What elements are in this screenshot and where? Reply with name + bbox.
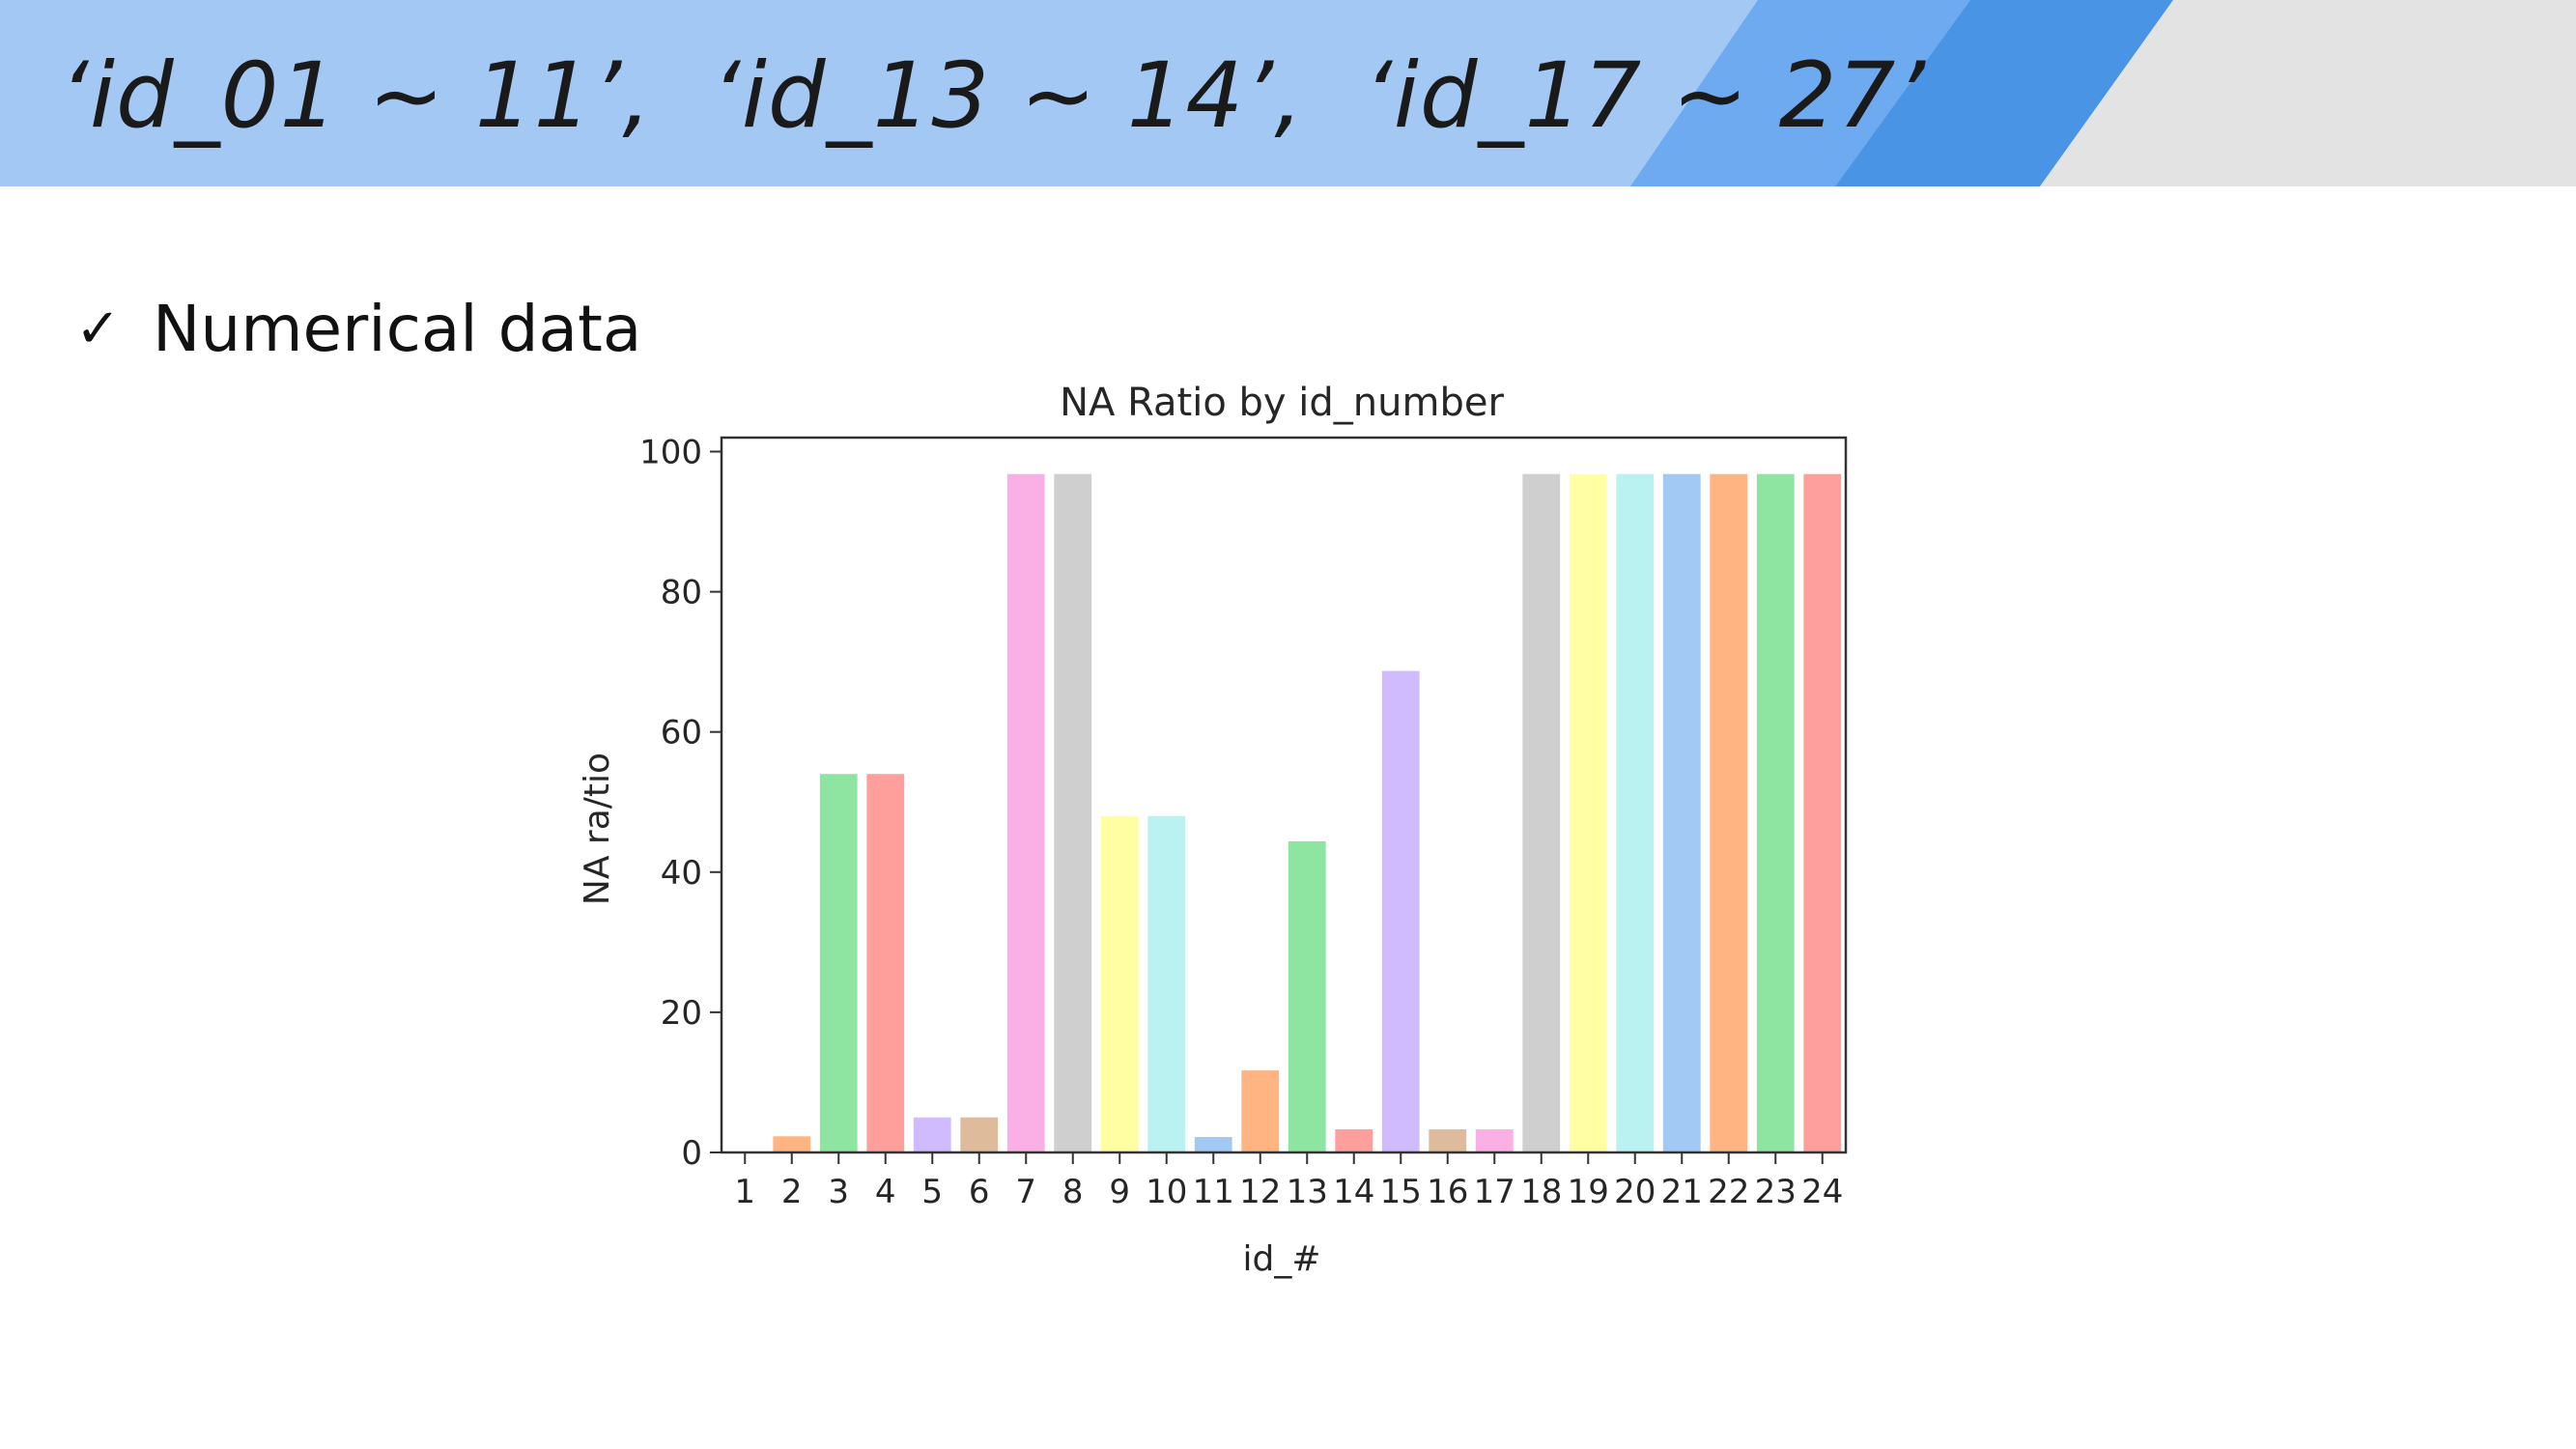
- plot-frame: [720, 436, 1848, 1154]
- x-tick-label: 18: [1520, 1173, 1562, 1211]
- x-tick-label: 10: [1146, 1173, 1187, 1211]
- bar-chart: NA Ratio by id_number id_# NA ra/tio 020…: [578, 381, 1848, 1279]
- header-band-gray: [2040, 0, 2576, 186]
- x-tick-label: 19: [1568, 1173, 1609, 1211]
- y-tick-label: 100: [639, 434, 702, 472]
- bullet-item: ✓ Numerical data: [75, 286, 641, 373]
- x-tick-label: 6: [969, 1173, 990, 1211]
- x-tick-label: 24: [1801, 1173, 1843, 1211]
- y-tick-label: 60: [661, 714, 702, 753]
- bar-20: [1616, 473, 1655, 1153]
- y-tick-label: 80: [661, 574, 702, 612]
- bar-17: [1475, 1129, 1514, 1152]
- x-tick-label: 9: [1109, 1173, 1130, 1211]
- bar-16: [1429, 1129, 1467, 1152]
- x-tick-label: 16: [1427, 1173, 1468, 1211]
- chart-container: NA Ratio by id_number id_# NA ra/tio 0 20…: [541, 367, 1912, 1294]
- x-tick-label: 20: [1614, 1173, 1656, 1211]
- check-icon: ✓: [75, 298, 121, 360]
- x-tick-label: 8: [1062, 1173, 1084, 1211]
- bars-group: [773, 473, 1842, 1153]
- chart-title: NA Ratio by id_number: [1060, 381, 1504, 425]
- x-tick-label: 12: [1239, 1173, 1281, 1211]
- x-tick-label: 3: [828, 1173, 849, 1211]
- bar-15: [1381, 670, 1420, 1152]
- bar-12: [1241, 1070, 1280, 1152]
- bar-5: [913, 1117, 951, 1152]
- y-tick-label: 40: [661, 854, 702, 893]
- bar-13: [1288, 840, 1326, 1152]
- x-tick-label: 13: [1287, 1173, 1328, 1211]
- bar-3: [819, 774, 858, 1152]
- bar-24: [1803, 473, 1842, 1153]
- header-background: [0, 0, 2576, 186]
- slide-title: ‘id_01 ~ 11’, ‘id_13 ~ 14’, ‘id_17 ~ 27’: [60, 43, 1927, 149]
- bar-6: [960, 1117, 999, 1152]
- bar-8: [1054, 473, 1092, 1153]
- x-axis-label: id_#: [1242, 1239, 1320, 1279]
- x-tick-label: 21: [1661, 1173, 1703, 1211]
- bar-10: [1147, 815, 1186, 1152]
- x-tick-label: 22: [1708, 1173, 1749, 1211]
- bar-21: [1662, 473, 1701, 1153]
- bar-7: [1006, 473, 1045, 1153]
- bar-19: [1569, 473, 1607, 1153]
- header-band-dark: [1835, 0, 2173, 186]
- x-tick-label: 1: [734, 1173, 755, 1211]
- y-axis-label: NA ra/tio: [578, 753, 617, 905]
- x-tick-label: 23: [1755, 1173, 1797, 1211]
- y-tick-label: 20: [661, 994, 702, 1033]
- x-axis-ticks: 1 2 3 4 5 6 7 8 9 10 11 12 13 14 15 16 17 18 19 20 21 22 23 24: [734, 1152, 1843, 1211]
- header-band: ‘id_01 ~ 11’, ‘id_13 ~ 14’, ‘id_17 ~ 27’: [0, 0, 2576, 186]
- bar-18: [1522, 473, 1561, 1153]
- bar-4: [866, 774, 905, 1152]
- bar-2: [773, 1136, 811, 1152]
- x-tick-label: 5: [921, 1173, 943, 1211]
- header-band-mid: [1630, 0, 1970, 186]
- x-tick-label: 15: [1380, 1173, 1422, 1211]
- bullet-text: Numerical data: [153, 292, 642, 366]
- y-axis-ticks: 0 20 40 60 80 100: [639, 434, 722, 1173]
- y-tick-label: 0: [681, 1134, 702, 1173]
- x-tick-label: 14: [1333, 1173, 1374, 1211]
- x-tick-label: 2: [781, 1173, 803, 1211]
- bar-14: [1335, 1129, 1373, 1152]
- x-tick-label: 11: [1193, 1173, 1234, 1211]
- bar-9: [1100, 815, 1139, 1152]
- x-tick-label: 17: [1474, 1173, 1515, 1211]
- bar-22: [1710, 473, 1748, 1153]
- bar-11: [1194, 1137, 1232, 1152]
- x-tick-label: 4: [875, 1173, 896, 1211]
- bar-23: [1756, 473, 1795, 1153]
- x-tick-label: 7: [1015, 1173, 1036, 1211]
